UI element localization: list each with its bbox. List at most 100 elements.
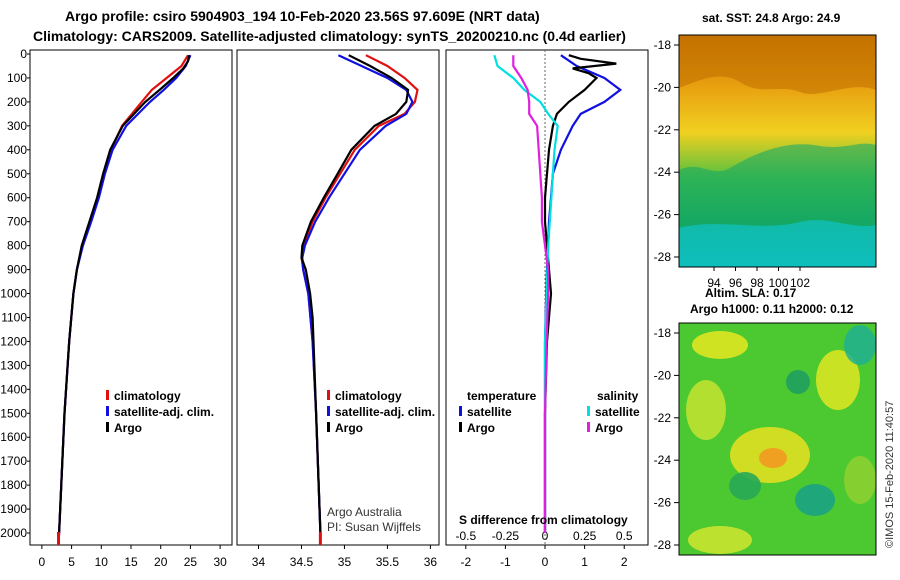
sla-low-2 [795,484,835,516]
lon-tick-label: 94 [707,276,721,290]
sla-low-3 [786,370,810,394]
lat-tick-label: -28 [654,250,672,264]
x-tick-label: 2 [621,555,628,569]
difference-panel-frame [445,49,649,546]
header-line1: Argo profile: csiro 5904903_194 10-Feb-2… [65,8,540,24]
sla-map-subtitle: Argo h1000: 0.11 h2000: 0.12 [690,302,854,316]
sla-map [678,322,877,556]
sla-mid-1 [844,456,876,504]
depth-tick-label: 800 [7,239,27,253]
depth-tick-label: 1300 [0,358,27,372]
lat-tick-label: -20 [654,368,672,382]
salinity-legend: climatology satellite-adj. clim. Argo Ar… [327,389,435,534]
watermark: ©IMOS 15-Feb-2020 11:40:57 [884,401,896,548]
legend-satellite-label: satellite-adj. clim. [114,405,214,419]
x-tick-label: 0 [542,555,549,569]
legend-sal-argo-label: Argo [595,421,623,435]
depth-tick-label: 1000 [0,287,27,301]
lat-tick-label: -18 [654,326,672,340]
lon-tick-label: 102 [790,276,810,290]
lat-tick-label: -22 [654,411,672,425]
sla-high-4 [686,380,726,440]
sla-high-2 [816,350,860,410]
x-tick-label: 20 [154,555,168,569]
bottom-marker [318,532,322,545]
depth-tick-label: 300 [7,119,27,133]
x-tick-label: 10 [95,555,109,569]
lon-tick-label: 96 [729,276,743,290]
difference-legend: temperature satellite Argo salinity sate… [459,389,640,527]
depth-tick-label: 700 [7,215,27,229]
sst-warm-region [679,35,876,94]
depth-tick-label: 1900 [0,502,27,516]
depth-tick-label: 600 [7,191,27,205]
sla-map-axes: -18 -20 -22 -24 -26 -28 [654,326,679,552]
legend-argo-label: Argo [335,421,363,435]
argo-line [300,54,410,534]
lon-tick-label: 98 [750,276,764,290]
sla-high-1 [692,331,748,359]
lat-tick-label: -26 [654,496,672,510]
temperature-argo-line [543,54,617,533]
x-tick-label: -2 [460,555,471,569]
legend-climatology-swatch [327,390,330,400]
depth-tick-label: 1200 [0,334,27,348]
legend-temp-satellite-swatch [459,406,462,416]
legend-satellite-swatch [106,406,109,416]
sst-coldest-region [679,220,876,267]
legend-sal-satellite-label: satellite [595,405,640,419]
legend-sal-satellite-swatch [587,406,590,416]
depth-tick-label: 1100 [1,310,27,324]
sst-map-axes: -18 -20 -22 -24 -26 -28 94 96 98 100 102 [654,38,811,290]
legend-temp-argo-swatch [459,422,462,432]
depth-tick-label: 1600 [0,430,27,444]
legend-argo-label: Argo [114,421,142,435]
lat-tick-label: -20 [654,80,672,94]
salinity-diff-tick-label: 0.25 [573,529,597,543]
depth-tick-label: 1500 [0,406,27,420]
temperature-legend: climatology satellite-adj. clim. Argo [106,389,214,435]
temperature-satellite-line [543,54,623,533]
legend-satellite-swatch [327,406,330,416]
salinity-satellite-line [493,54,559,533]
depth-tick-label: 2000 [0,526,27,540]
annotation-argo-australia: Argo Australia [327,505,402,519]
legend-climatology-label: climatology [114,389,181,403]
header-line2: Climatology: CARS2009. Satellite-adjuste… [33,28,626,44]
x-tick-label: 35 [338,555,352,569]
salinity-diff-tick-label: 0.5 [616,529,633,543]
lat-tick-label: -24 [654,165,672,179]
legend-temp-argo-label: Argo [467,421,495,435]
depth-tick-label: 200 [7,95,27,109]
lat-tick-label: -24 [654,453,672,467]
x-tick-label: 30 [213,555,227,569]
depth-tick-label: 0 [20,47,27,61]
x-tick-label: 1 [581,555,588,569]
legend-argo-swatch [327,422,330,432]
temperature-lines [57,54,192,545]
legend-climatology-swatch [106,390,109,400]
argo-line [58,54,191,534]
lat-tick-label: -28 [654,538,672,552]
lat-tick-label: -22 [654,123,672,137]
salinity-diff-tick-label: -0.5 [455,529,476,543]
sla-low-1 [844,325,876,365]
lat-tick-label: -18 [654,38,672,52]
x-tick-label: 25 [184,555,198,569]
depth-tick-label: 1400 [0,382,27,396]
depth-axis: 0 100 200 300 400 500 600 700 800 900 1000 1100 1200… [0,47,30,540]
legend-climatology-label: climatology [335,389,402,403]
x-tick-label: 15 [124,555,138,569]
difference-xlabel: S difference from climatology [459,513,628,527]
sla-peak [759,448,787,468]
sst-map-frame [678,34,877,268]
x-tick-label: 34.5 [290,555,314,569]
salinity-lines [300,54,419,545]
x-tick-label: 36 [424,555,438,569]
depth-tick-label: 1700 [0,454,27,468]
annotation-pi: PI: Susan Wijffels [327,520,421,534]
depth-tick-label: 1800 [0,478,27,492]
depth-tick-label: 400 [7,143,27,157]
legend-salinity-title: salinity [597,389,639,403]
